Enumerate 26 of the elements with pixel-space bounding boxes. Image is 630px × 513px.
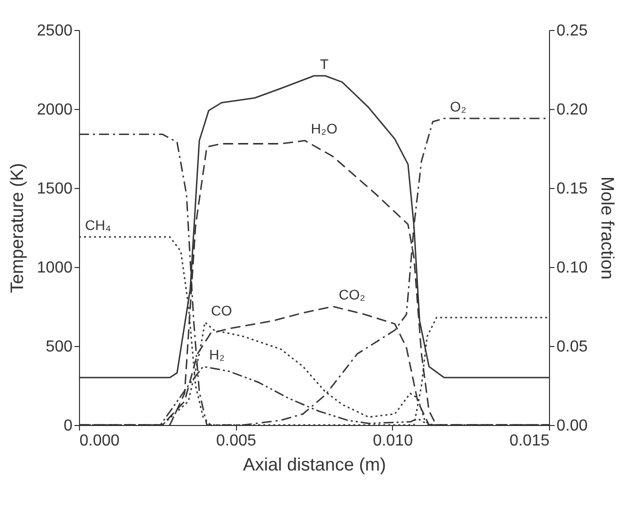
y2-tick-label: 0.10 [556,260,588,276]
y-tick-label: 1000 [36,260,73,276]
series-label: T [320,56,329,72]
y-tick-label: 0 [64,418,73,434]
series-label: CO [210,302,232,318]
y-tick-label: 500 [46,338,73,356]
x-tick-label: 0.010 [372,432,413,450]
y-tick-label: 2000 [36,102,73,118]
series-label: O₂ [450,98,466,114]
x-tick-label: 0.015 [509,432,550,450]
y2-tick-label: 0.05 [556,338,588,356]
series-label: CH₄ [85,216,112,233]
y2-tick-label: 0.00 [556,418,588,434]
y-tick-label: 1500 [36,180,73,198]
x-axis-title: Axial distance (m) [242,454,386,474]
series-label: H₂ [209,346,225,363]
y-axis-title: Temperature (K) [6,162,27,294]
y2-tick-label: 0.15 [556,180,588,198]
y-tick-label: 2500 [36,22,73,40]
series-label: CO₂ [338,286,366,302]
x-tick-label: 0.005 [216,432,256,450]
series-label: H₂O [310,120,338,137]
x-tick-label: 0.000 [80,432,120,450]
y2-tick-label: 0.20 [556,102,588,118]
y2-tick-label: 0.25 [556,22,588,40]
y2-axis-title: Mole fraction [598,176,618,280]
